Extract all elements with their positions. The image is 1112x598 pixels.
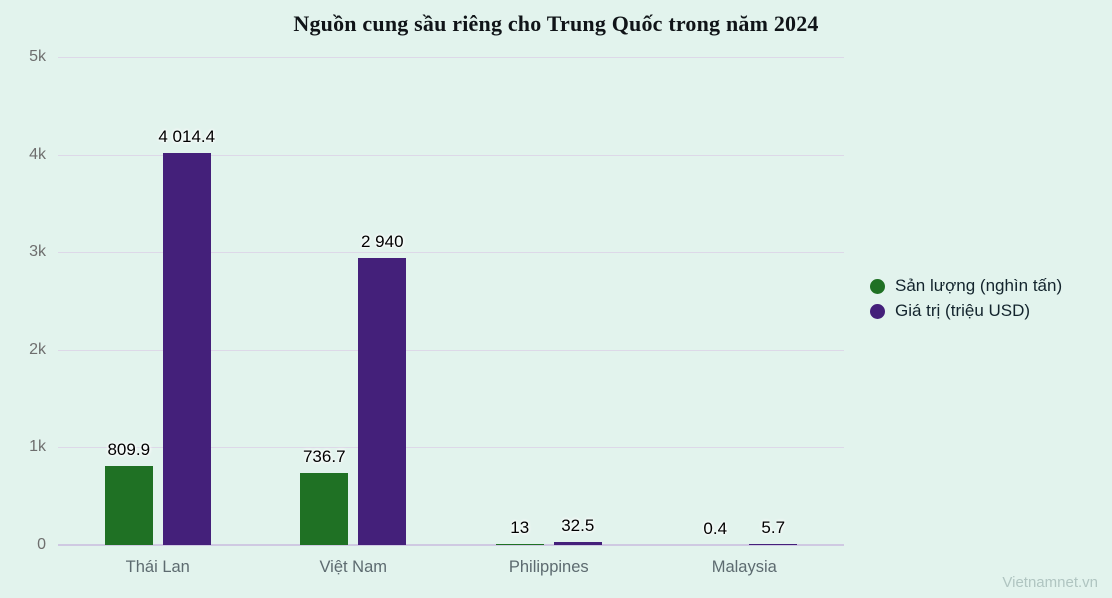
gridline-1k [58, 447, 844, 449]
chart-title: Nguồn cung sầu riêng cho Trung Quốc tron… [293, 11, 819, 36]
y-tick-label-0: 0 [37, 536, 46, 553]
y-tick-label-3k: 3k [29, 243, 46, 261]
bar-value-label-value-Philippines: 32.5 [561, 515, 595, 535]
y-tick-label-5k: 5k [29, 48, 46, 65]
bar-production-Thái Lan [104, 465, 153, 545]
y-tick-label-2k: 2k [29, 340, 46, 358]
bar-value-label-value-Thái Lan: 4 014.4 [158, 127, 216, 147]
legend-label-value: Giá trị (triệu USD) [895, 301, 1031, 320]
gridline-4k [58, 154, 844, 156]
bar-value-label-production-Malaysia: 0.4 [703, 518, 728, 538]
x-category-label-Việt Nam: Việt Nam [319, 558, 388, 576]
legend-label-production: Sản lượng (nghìn tấn) [895, 276, 1063, 295]
bar-production-Việt Nam [300, 473, 349, 545]
y-tick-label-4k: 4k [29, 145, 46, 163]
bar-value-label-production-Việt Nam: 736.7 [302, 447, 346, 467]
bar-value-label-production-Thái Lan: 809.9 [107, 439, 151, 459]
x-category-label-Philippines: Philippines [508, 558, 589, 576]
bar-production-Philippines [495, 543, 544, 545]
watermark: Vietnamnet.vn [1002, 574, 1098, 591]
bar-value-Thái Lan [162, 153, 211, 545]
x-category-label-Thái Lan: Thái Lan [125, 558, 190, 576]
gridline-3k [58, 252, 844, 254]
gridline-0 [58, 544, 844, 546]
bar-value-label-value-Việt Nam: 2 940 [360, 232, 404, 252]
x-category-label-Malaysia: Malaysia [711, 558, 777, 576]
legend-swatch-value-icon [870, 303, 885, 319]
bar-value-Philippines [553, 541, 602, 545]
y-tick-label-1k: 1k [29, 438, 46, 456]
bar-value-Malaysia [749, 544, 798, 545]
bar-value-Việt Nam [358, 258, 407, 545]
legend-item-production: Sản lượng (nghìn tấn) [870, 276, 1062, 296]
gridline-5k [58, 57, 844, 58]
legend-item-value: Giá trị (triệu USD) [870, 301, 1062, 321]
legend: Sản lượng (nghìn tấn) Giá trị (triệu USD… [870, 276, 1062, 326]
bar-value-label-value-Malaysia: 5.7 [761, 518, 786, 538]
bar-value-label-production-Philippines: 13 [510, 517, 530, 537]
legend-swatch-production-icon [870, 278, 885, 294]
gridline-2k [58, 349, 844, 351]
